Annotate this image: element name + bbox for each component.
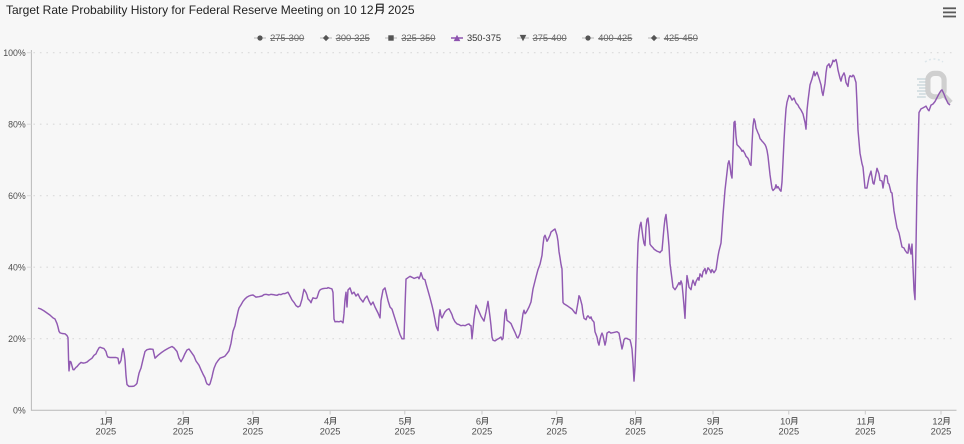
svg-text:2025: 2025: [320, 427, 341, 437]
svg-text:10: 10: [780, 416, 790, 426]
svg-text:40%: 40%: [8, 262, 26, 272]
svg-text:2025: 2025: [778, 427, 799, 437]
svg-text:7: 7: [551, 416, 556, 426]
svg-text:8: 8: [629, 416, 634, 426]
svg-text:2025: 2025: [243, 427, 264, 437]
svg-text:9: 9: [707, 416, 712, 426]
svg-text:2: 2: [177, 416, 182, 426]
svg-text:2025: 2025: [703, 427, 724, 437]
svg-text:2025: 2025: [472, 427, 493, 437]
svg-text:11: 11: [857, 416, 867, 426]
svg-text:4: 4: [324, 416, 329, 426]
svg-text:0%: 0%: [13, 405, 26, 415]
svg-text:2025: 2025: [173, 427, 194, 437]
svg-text:2025: 2025: [546, 427, 567, 437]
svg-text:2025: 2025: [931, 427, 952, 437]
svg-text:5: 5: [399, 416, 404, 426]
svg-text:3: 3: [247, 416, 252, 426]
svg-text:80%: 80%: [8, 119, 26, 129]
svg-text:12: 12: [932, 416, 942, 426]
svg-text:2025: 2025: [96, 427, 117, 437]
svg-text:2025: 2025: [855, 427, 876, 437]
svg-text:100%: 100%: [3, 48, 26, 58]
svg-text:2025: 2025: [625, 427, 646, 437]
svg-text:60%: 60%: [8, 191, 26, 201]
svg-text:20%: 20%: [8, 334, 26, 344]
svg-text:1: 1: [100, 416, 105, 426]
svg-text:6: 6: [476, 416, 481, 426]
svg-text:2025: 2025: [394, 427, 415, 437]
